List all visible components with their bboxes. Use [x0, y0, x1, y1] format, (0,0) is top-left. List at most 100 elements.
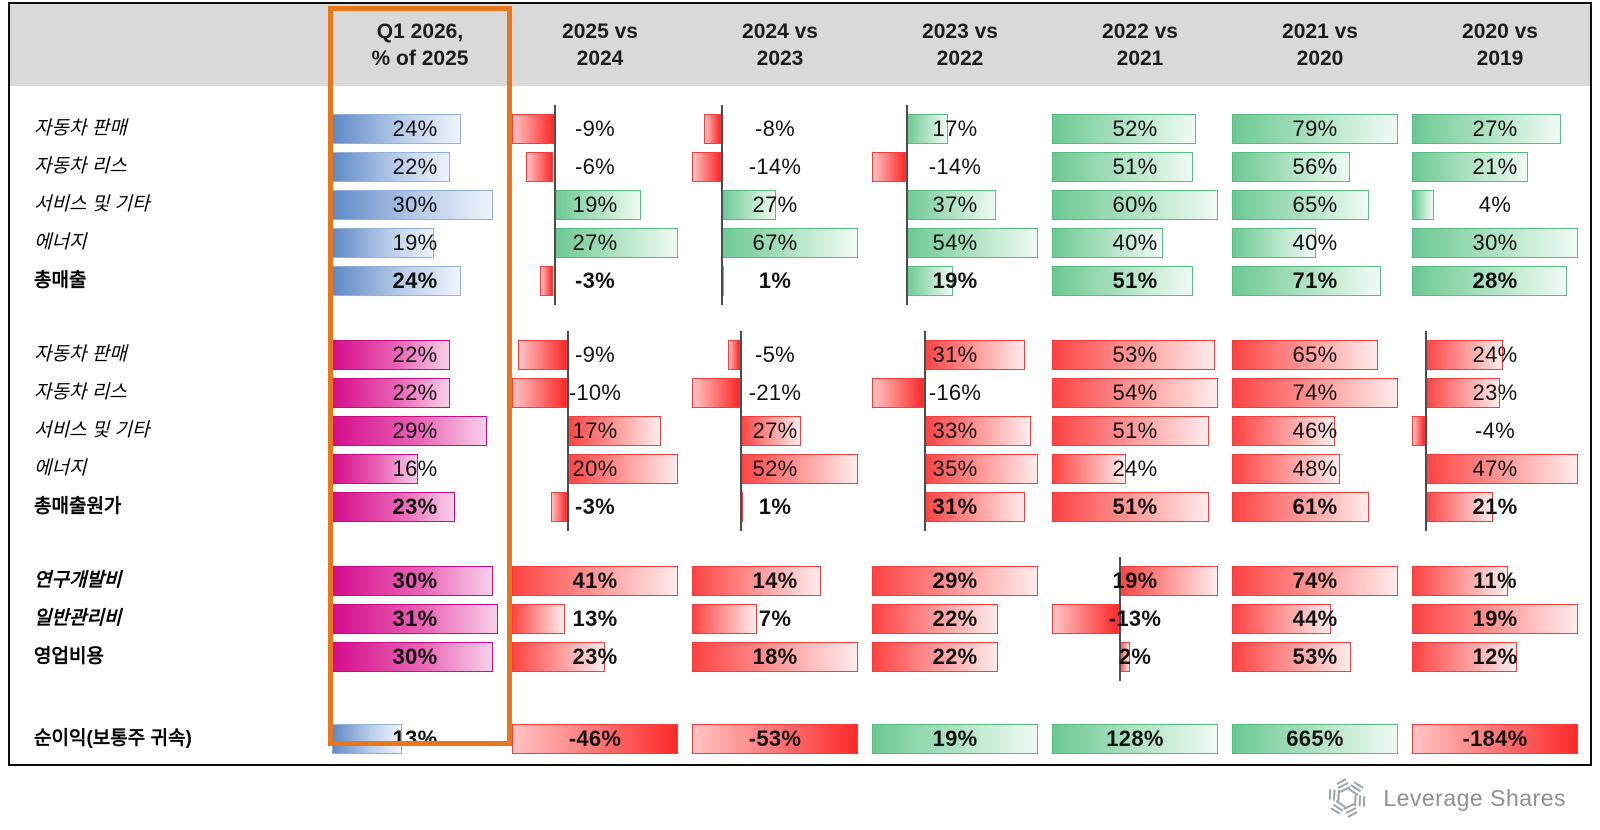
change-bar — [906, 114, 948, 144]
bar-cell: -4% — [1410, 412, 1590, 450]
bar-cell: 21% — [1410, 148, 1590, 186]
zero-axis-line — [553, 105, 556, 305]
change-bar — [517, 340, 568, 370]
bar-cell: 30% — [330, 562, 510, 600]
table-row: 자동차 리스 22% -10% -21% -16% 54% 74% 23% — [10, 374, 1590, 412]
change-bar — [1232, 492, 1369, 522]
value-label: 665% — [1286, 726, 1344, 751]
change-bar — [924, 416, 1032, 446]
zero-axis-line — [739, 331, 742, 531]
change-bar — [720, 190, 777, 220]
value-label: -21% — [748, 380, 802, 405]
table-row: 서비스 및 기타 30% 19% 27% 37% 60% 65% 4% — [10, 186, 1590, 224]
bar-cell: -14% — [690, 148, 870, 186]
value-label: 65% — [1292, 192, 1338, 217]
row-label: 자동차 판매 — [34, 118, 127, 139]
q1-bar — [332, 642, 493, 672]
bar-cell: -46% — [510, 720, 690, 758]
value-label: 67% — [752, 230, 798, 255]
change-bar — [553, 228, 678, 258]
value-label: 22% — [392, 154, 438, 179]
table-row: 순이익(보통주 귀속) 13% -46% -53% 19% 128% 665% -184% — [10, 720, 1590, 758]
value-label: 29% — [392, 418, 438, 443]
value-label: 61% — [1292, 494, 1338, 519]
value-label: -16% — [928, 380, 982, 405]
bar-cell: 27% — [1410, 110, 1590, 148]
row-label: 연구개발비 — [34, 570, 122, 591]
header-band: Q1 2026,% of 2025 2025 vs 2024 2024 vs 2023 2… — [10, 4, 1590, 86]
value-label: 60% — [1112, 192, 1158, 217]
change-bar — [872, 378, 925, 408]
change-bar — [550, 492, 568, 522]
bar-cell: -9% — [510, 110, 690, 148]
bar-cell: 128% — [1050, 720, 1230, 758]
value-label: 40% — [1292, 230, 1338, 255]
change-bar — [525, 152, 554, 182]
bar-cell: 7% — [690, 600, 870, 638]
value-label: 1% — [758, 494, 792, 519]
column-header-3: 2023 vs 2022 — [922, 20, 998, 70]
bar-cell: 56% — [1230, 148, 1410, 186]
bar-cell: 29% — [330, 412, 510, 450]
value-label: 51% — [1112, 494, 1158, 519]
change-bar — [906, 190, 997, 220]
bar-cell: -10% — [510, 374, 690, 412]
row-label: 자동차 리스 — [34, 156, 127, 177]
value-label: 40% — [1112, 230, 1158, 255]
value-label: -3% — [574, 494, 616, 519]
q1-bar — [332, 228, 434, 258]
change-bar — [1425, 340, 1504, 370]
row-label: 자동차 리스 — [34, 382, 127, 403]
zero-axis-line — [1425, 331, 1428, 531]
bar-cell: 60% — [1050, 186, 1230, 224]
value-label: 51% — [1112, 268, 1158, 293]
value-label: 27% — [752, 418, 798, 443]
value-label: 19% — [572, 192, 618, 217]
value-label: 54% — [1112, 380, 1158, 405]
value-label: 23% — [1472, 380, 1518, 405]
bar-cell: 28% — [1410, 262, 1590, 300]
change-bar — [872, 566, 1038, 596]
table-row: 자동차 리스 22% -6% -14% -14% 51% 56% 21% — [10, 148, 1590, 186]
change-bar — [1119, 566, 1218, 596]
change-bar — [1412, 152, 1529, 182]
bar-cell: 13% — [330, 720, 510, 758]
bar-cell: -53% — [690, 720, 870, 758]
bar-cell: 19% — [1050, 562, 1230, 600]
change-bar — [1425, 454, 1578, 484]
table-row: 에너지 16% 20% 52% 35% 24% 48% 47% — [10, 450, 1590, 488]
zero-axis-line — [924, 331, 927, 531]
bar-cell: 40% — [1230, 224, 1410, 262]
change-bar — [1425, 378, 1500, 408]
bar-cell: 46% — [1230, 412, 1410, 450]
change-bar — [1052, 604, 1120, 634]
value-label: -6% — [574, 154, 616, 179]
row-label: 총매출원가 — [34, 496, 122, 517]
value-label: -10% — [568, 380, 622, 405]
value-label: 31% — [932, 494, 978, 519]
bar-cell: 24% — [1410, 336, 1590, 374]
value-label: 20% — [572, 456, 618, 481]
value-label: 24% — [1112, 456, 1158, 481]
bar-cell: 54% — [870, 224, 1050, 262]
change-bar — [906, 266, 953, 296]
value-label: 24% — [392, 268, 438, 293]
bar-cell: 14% — [690, 562, 870, 600]
bar-cell: 17% — [510, 412, 690, 450]
bar-cell: 79% — [1230, 110, 1410, 148]
bar-cell: 11% — [1410, 562, 1590, 600]
value-label: 13% — [392, 726, 438, 751]
bar-cell: 31% — [870, 488, 1050, 526]
bar-cell: 53% — [1230, 638, 1410, 676]
bar-cell: 4% — [1410, 186, 1590, 224]
table-row: 연구개발비 30% 41% 14% 29% 19% 74% 11% — [10, 562, 1590, 600]
value-label: 30% — [392, 644, 438, 669]
row-label: 서비스 및 기타 — [34, 194, 150, 215]
change-bar — [1412, 114, 1562, 144]
column-header-1: 2025 vs 2024 — [562, 20, 638, 70]
bar-cell: 19% — [330, 224, 510, 262]
value-label: 24% — [1472, 342, 1518, 367]
value-label: 12% — [1472, 644, 1518, 669]
table-row: 총매출 24% -3% 1% 19% 51% 71% 28% — [10, 262, 1590, 300]
value-label: -5% — [754, 342, 796, 367]
